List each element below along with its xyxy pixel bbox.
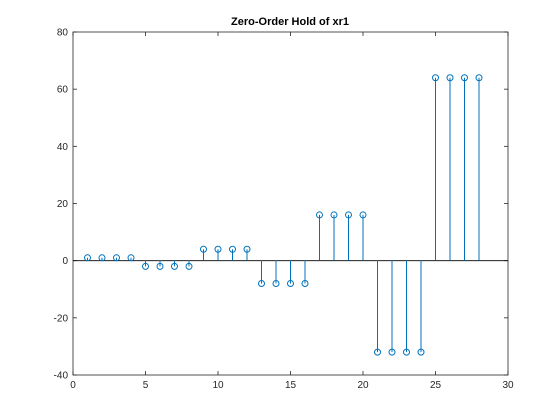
stem-marker — [287, 280, 294, 288]
stem-marker — [461, 74, 468, 82]
stem-marker — [156, 262, 164, 270]
x-tick-label: 5 — [143, 380, 149, 391]
stem-marker — [359, 211, 367, 219]
stem-marker — [345, 211, 352, 219]
x-tick-label: 10 — [212, 380, 224, 391]
stem-marker — [475, 74, 483, 82]
stem-marker — [142, 262, 149, 270]
stem-marker — [200, 245, 207, 253]
stem-marker — [417, 348, 425, 356]
stem-marker — [113, 254, 120, 262]
y-tick-label: 0 — [62, 256, 68, 267]
stem-marker — [316, 211, 323, 219]
stem-marker — [272, 280, 280, 288]
stem-marker — [127, 254, 135, 262]
stem-marker — [258, 280, 265, 288]
y-tick-label: -20 — [54, 313, 69, 324]
stem-marker — [84, 254, 91, 262]
y-tick-label: 20 — [57, 199, 69, 210]
stem-marker — [388, 348, 396, 356]
stem-marker — [214, 245, 222, 253]
stem-marker — [432, 74, 439, 82]
stem-marker — [243, 245, 251, 253]
stem-marker — [185, 262, 193, 270]
plot-area: 0 5 10 15 20 25 30 -40 -20 0 20 40 60 80 — [54, 28, 514, 392]
stem-marker — [171, 262, 178, 270]
axes-box — [72, 31, 509, 376]
y-tick-label: 40 — [57, 142, 69, 153]
y-tick-label: 80 — [57, 28, 69, 39]
chart-title: Zero-Order Hold of xr1 — [231, 16, 349, 28]
x-tick-label: 15 — [285, 380, 297, 391]
stem-marker — [374, 348, 381, 356]
x-tick-label: 25 — [430, 380, 442, 391]
stem-marker — [301, 280, 309, 288]
y-tick-label: 60 — [57, 85, 69, 96]
stem-marker — [403, 348, 410, 356]
stem-marker — [229, 245, 236, 253]
stem-marker — [446, 74, 454, 82]
x-tick-label: 30 — [502, 380, 514, 391]
y-tick-label: -40 — [54, 371, 69, 382]
stem-marker — [98, 254, 106, 262]
stem-marker — [330, 211, 338, 219]
x-tick-label: 20 — [357, 380, 369, 391]
x-tick-label: 0 — [70, 380, 76, 391]
